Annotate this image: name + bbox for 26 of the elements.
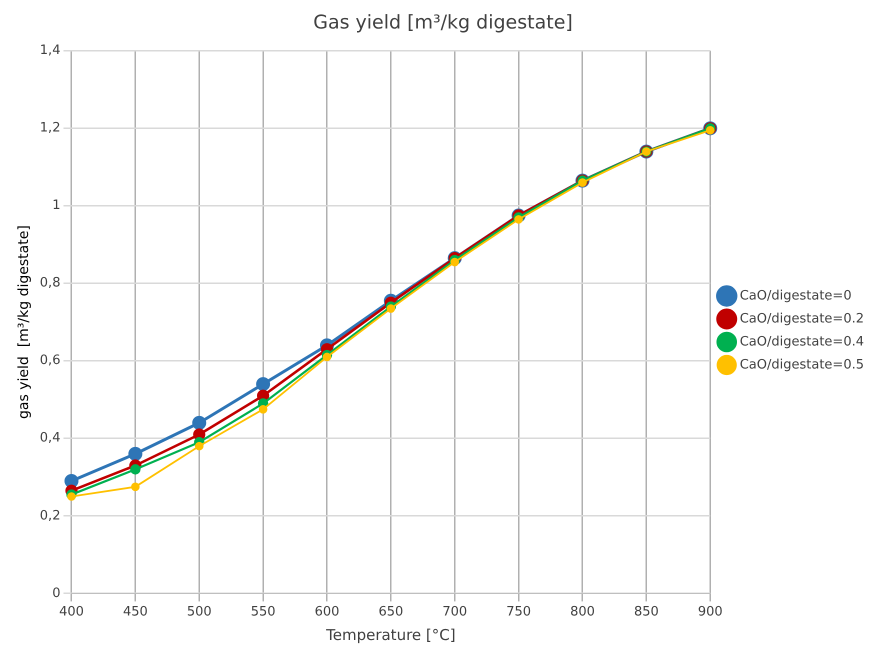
y-tick-label: 0,4 (40, 430, 60, 446)
chart-title: Gas yield [m³/kg digestate] (313, 11, 573, 34)
x-tick-label: 900 (698, 604, 723, 620)
y-tick-label: 1,2 (40, 120, 60, 136)
x-tick-label: 400 (59, 604, 84, 620)
y-tick-label: 0,6 (40, 353, 60, 368)
legend-label: CaO/digestate=0 (740, 288, 852, 304)
legend-label: CaO/digestate=0.5 (740, 357, 864, 372)
x-tick-label: 850 (634, 604, 659, 620)
y-tick-label: 0,8 (40, 276, 60, 291)
x-tick-label: 500 (186, 604, 212, 620)
x-axis-title: Temperature [°C] (325, 626, 456, 644)
x-tick-label: 700 (442, 604, 468, 620)
y-tick-label: 1 (52, 198, 60, 214)
x-tick-label: 550 (250, 604, 276, 620)
legend-label: CaO/digestate=0.2 (740, 311, 864, 326)
x-tick-label: 750 (506, 604, 532, 620)
y-tick-label: 0 (52, 586, 60, 601)
x-tick-label: 800 (570, 604, 595, 620)
x-tick-label: 650 (378, 604, 404, 620)
y-tick-label: 1,4 (40, 43, 60, 58)
x-tick-label: 600 (314, 604, 340, 620)
x-tick-label: 450 (122, 604, 148, 620)
y-tick-label: 0,2 (40, 508, 60, 524)
y-axis-title: gas yield [m³/kg digestate] (16, 225, 32, 419)
legend-label: CaO/digestate=0.4 (740, 334, 864, 350)
